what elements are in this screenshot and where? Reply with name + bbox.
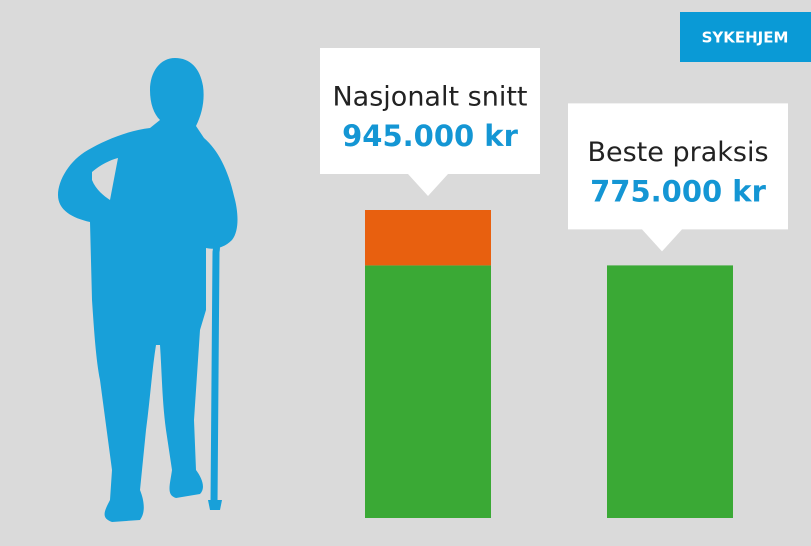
category-label: Nasjonalt snitt xyxy=(332,82,527,113)
badge-box xyxy=(680,12,811,62)
callout xyxy=(320,48,540,196)
cane xyxy=(202,235,220,509)
bar-segment xyxy=(365,265,491,518)
silhouette xyxy=(58,58,238,522)
category-label: Beste praksis xyxy=(587,137,768,168)
value-label: 945.000 kr xyxy=(342,119,518,153)
badge: SYKEHJEM xyxy=(702,29,789,47)
cane-tip xyxy=(208,500,222,510)
bar-segment xyxy=(607,265,733,518)
value-label: 775.000 kr xyxy=(590,174,766,208)
callout xyxy=(568,103,788,252)
bar-segment xyxy=(365,210,491,266)
